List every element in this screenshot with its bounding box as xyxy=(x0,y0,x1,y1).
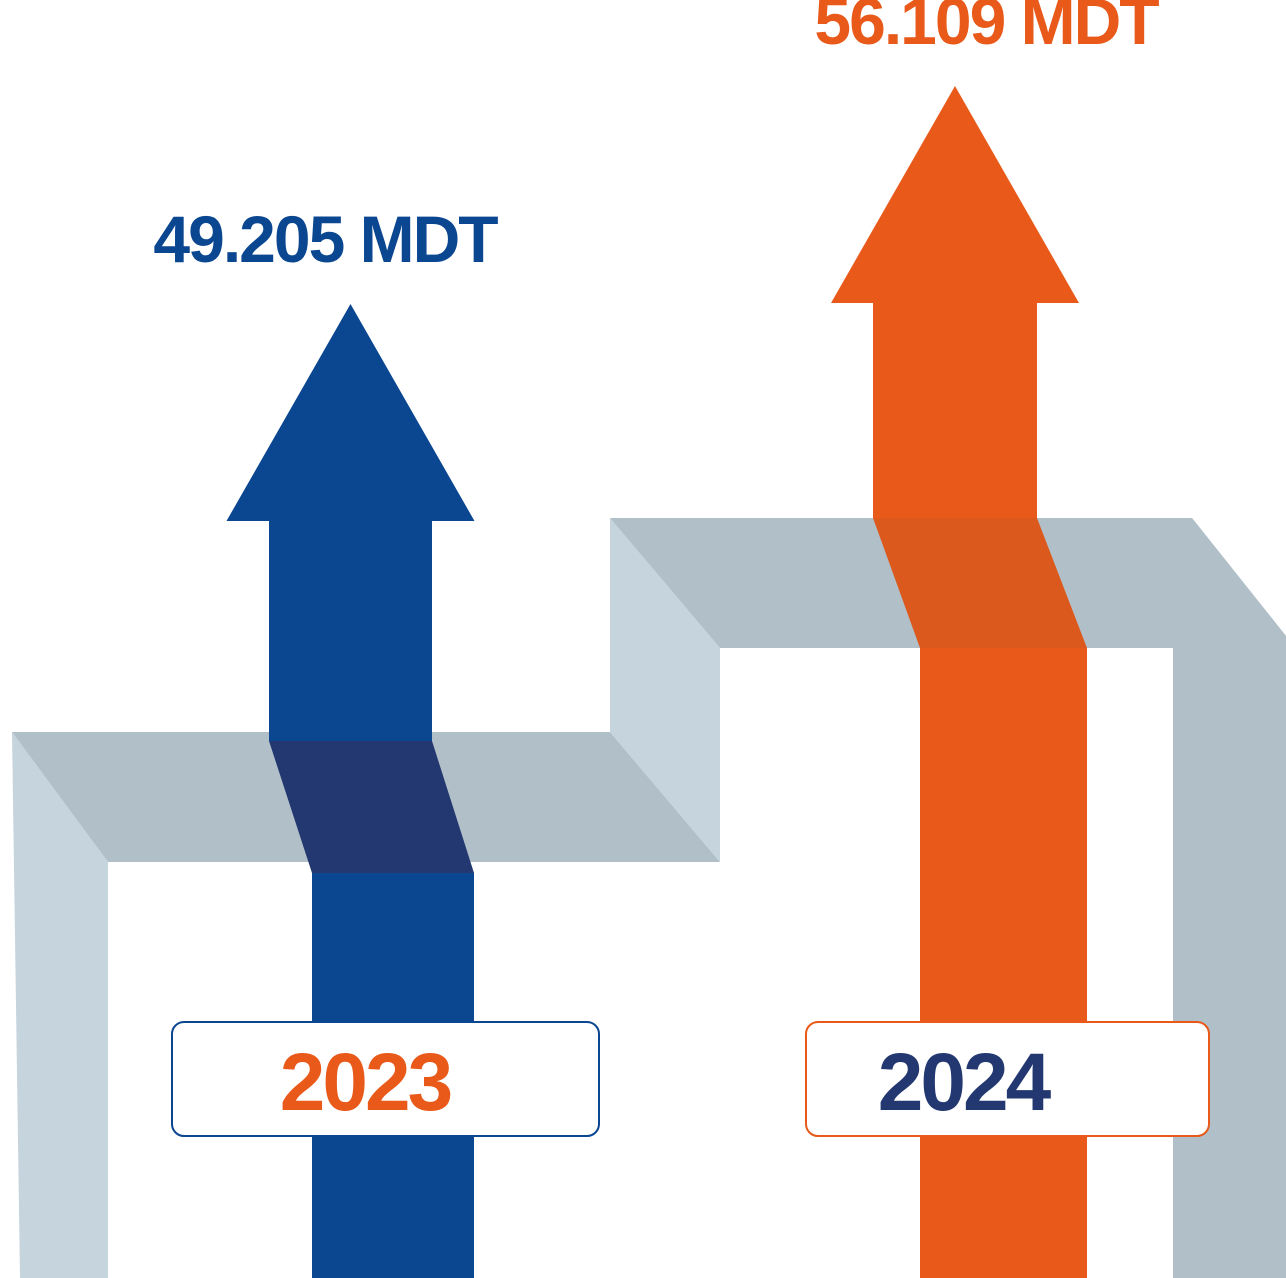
stair-structure xyxy=(12,518,1286,1278)
value-label-2023: 49.205 MDT xyxy=(153,202,498,276)
chart-marks: 49.205 MDT 2023 56.109 MDT 2024 xyxy=(153,0,1210,1278)
year-box-2024 xyxy=(805,1021,1210,1137)
value-label-2024: 56.109 MDT xyxy=(814,0,1159,58)
step-1-left-side xyxy=(12,732,108,1278)
arrow-bar-2023: 49.205 MDT 2023 xyxy=(153,202,600,1278)
year-label-2024: 2024 xyxy=(878,1037,1052,1128)
arrow-head-2023 xyxy=(226,304,475,741)
arrow-crossing-2023 xyxy=(269,741,474,873)
arrow-bar-2024: 56.109 MDT 2024 xyxy=(805,0,1210,1278)
arrow-head-2024 xyxy=(831,86,1079,518)
step-riser xyxy=(610,518,720,862)
year-box-2023 xyxy=(171,1021,600,1137)
arrow-stem-lower-2024 xyxy=(920,648,1087,1278)
arrow-crossing-2024 xyxy=(873,518,1087,648)
year-label-2023: 2023 xyxy=(280,1037,451,1128)
